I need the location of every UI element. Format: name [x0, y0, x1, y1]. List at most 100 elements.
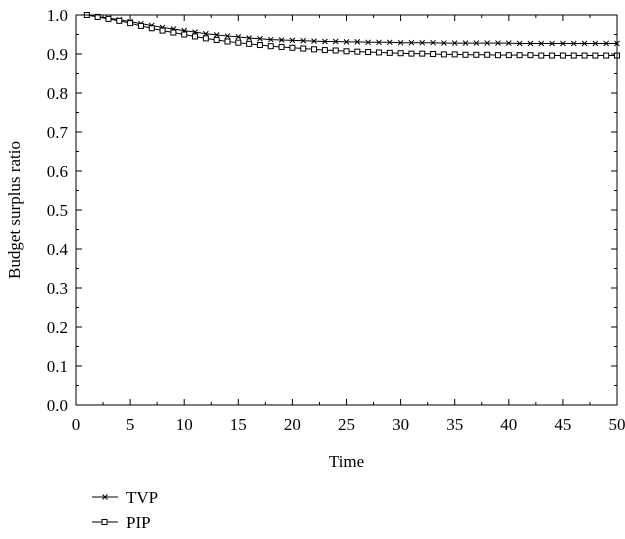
data-point-pip	[592, 52, 599, 59]
data-point-pip	[397, 50, 404, 57]
data-point-pip	[332, 47, 339, 54]
axis-ticks: 0 5 10 15 20 25 30 35 40 45 50 0.0 0.1 0.2 0.3 0.4 0.5 0.…	[47, 6, 625, 434]
data-point-pip	[278, 43, 285, 50]
data-point-tvp	[354, 39, 361, 45]
x-tick-label: 40	[500, 415, 517, 434]
legend-item-tvp: TVP	[92, 488, 158, 507]
series-line-tvp	[86, 14, 617, 44]
y-tick-label: 0.4	[47, 240, 69, 259]
data-point-tvp	[257, 35, 263, 42]
data-point-tvp	[386, 39, 393, 46]
data-point-tvp	[430, 39, 436, 46]
data-point-tvp	[527, 40, 534, 47]
data-point-pip	[321, 47, 328, 54]
data-point-pip	[289, 44, 296, 51]
data-point-pip	[516, 52, 523, 59]
data-point-pip	[246, 40, 253, 47]
data-point-pip	[127, 20, 134, 27]
data-point-tvp	[581, 40, 588, 47]
y-tick-label: 0.3	[47, 279, 68, 298]
data-point-tvp	[343, 39, 350, 45]
data-point-pip	[559, 52, 566, 59]
data-point-pip	[419, 50, 426, 57]
data-point-pip	[94, 13, 101, 20]
x-tick-label: 25	[338, 415, 355, 434]
data-point-pip	[494, 52, 501, 59]
data-point-pip	[462, 51, 469, 58]
x-tick-label: 45	[554, 415, 571, 434]
y-tick-label: 0.2	[47, 318, 68, 337]
legend-marker-tvp	[102, 494, 108, 500]
data-point-tvp	[365, 39, 371, 46]
data-point-pip	[538, 52, 545, 59]
data-point-tvp	[267, 36, 274, 43]
data-point-pip	[137, 22, 144, 29]
legend-label-pip: PIP	[126, 513, 151, 532]
data-point-tvp	[505, 40, 512, 46]
data-point-tvp	[484, 40, 491, 46]
data-point-tvp	[549, 40, 555, 47]
data-point-pip	[473, 51, 480, 58]
data-point-pip	[224, 38, 231, 45]
legend-label-tvp: TVP	[126, 488, 158, 507]
data-point-tvp	[300, 37, 307, 44]
data-point-pip	[116, 17, 123, 24]
data-point-tvp	[202, 30, 209, 37]
legend-item-pip: PIP	[92, 513, 151, 532]
data-point-tvp	[289, 37, 296, 44]
data-point-pip	[170, 29, 177, 36]
y-tick-label: 1.0	[47, 6, 68, 25]
x-tick-label: 15	[230, 415, 247, 434]
x-tick-label: 10	[176, 415, 193, 434]
x-tick-label: 50	[609, 415, 625, 434]
data-point-tvp	[332, 38, 339, 45]
data-point-pip	[192, 33, 199, 40]
data-point-tvp	[408, 39, 415, 46]
legend-marker-pip	[101, 519, 108, 525]
data-point-pip	[365, 49, 372, 56]
y-tick-label: 0.7	[47, 123, 69, 142]
data-point-pip	[105, 15, 112, 22]
data-point-pip	[213, 36, 220, 43]
data-point-pip	[235, 39, 242, 46]
data-point-pip	[256, 42, 263, 49]
data-point-tvp	[235, 33, 242, 40]
data-point-pip	[386, 49, 393, 56]
data-point-pip	[343, 48, 350, 55]
y-tick-label: 0.0	[47, 396, 68, 415]
data-point-tvp	[224, 33, 231, 39]
data-point-pip	[505, 52, 512, 59]
plot-series	[83, 12, 620, 59]
data-point-pip	[202, 35, 209, 42]
legend: TVP PIP	[92, 488, 158, 532]
data-point-tvp	[322, 38, 328, 45]
data-point-tvp	[311, 38, 317, 44]
data-point-tvp	[592, 40, 599, 47]
data-point-pip	[267, 43, 274, 50]
data-point-pip	[430, 51, 437, 57]
data-point-tvp	[376, 39, 382, 46]
data-point-tvp	[419, 39, 426, 46]
data-point-pip	[570, 52, 577, 59]
data-point-pip	[311, 46, 318, 53]
data-point-tvp	[560, 40, 566, 47]
data-point-tvp	[495, 40, 501, 46]
data-point-pip	[484, 51, 491, 58]
data-point-pip	[408, 50, 415, 57]
data-point-pip	[451, 51, 458, 58]
x-tick-label: 30	[392, 415, 409, 434]
data-point-tvp	[441, 40, 447, 46]
y-tick-label: 0.1	[47, 357, 68, 376]
data-point-pip	[603, 52, 610, 59]
x-axis-label: Time	[329, 452, 364, 471]
data-point-tvp	[213, 32, 220, 38]
data-point-tvp	[397, 39, 404, 46]
y-tick-label: 0.5	[47, 201, 68, 220]
data-point-tvp	[462, 40, 469, 46]
data-point-tvp	[538, 40, 545, 47]
data-point-tvp	[246, 35, 252, 41]
data-point-tvp	[603, 40, 610, 47]
y-tick-label: 0.6	[47, 162, 68, 181]
data-point-tvp	[278, 37, 285, 43]
